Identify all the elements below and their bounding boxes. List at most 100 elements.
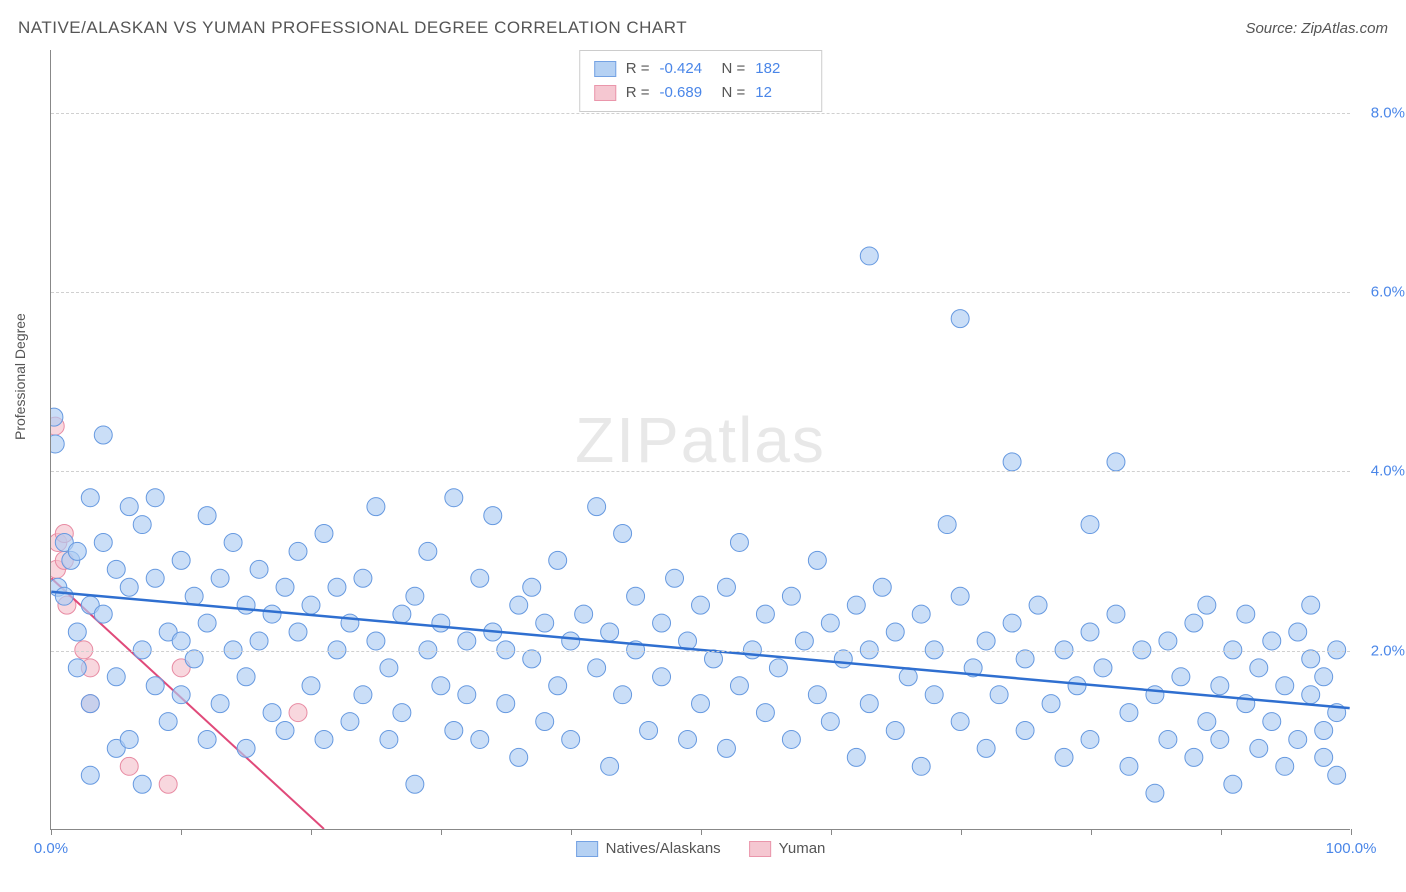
natives-point bbox=[847, 596, 865, 614]
xtick-label-right: 100.0% bbox=[1326, 840, 1377, 857]
natives-point bbox=[172, 632, 190, 650]
natives-point bbox=[120, 730, 138, 748]
natives-point bbox=[263, 605, 281, 623]
natives-point bbox=[886, 722, 904, 740]
natives-point bbox=[1003, 453, 1021, 471]
natives-point bbox=[977, 739, 995, 757]
natives-point bbox=[756, 704, 774, 722]
swatch-natives bbox=[594, 61, 616, 77]
natives-point bbox=[808, 551, 826, 569]
natives-point bbox=[536, 614, 554, 632]
natives-point bbox=[341, 713, 359, 731]
natives-point bbox=[211, 569, 229, 587]
natives-point bbox=[94, 533, 112, 551]
natives-point bbox=[730, 677, 748, 695]
natives-point bbox=[1263, 713, 1281, 731]
natives-point bbox=[458, 632, 476, 650]
r-value-natives: -0.424 bbox=[660, 57, 712, 81]
natives-point bbox=[159, 713, 177, 731]
n-value-yuman: 12 bbox=[755, 81, 807, 105]
natives-point bbox=[81, 695, 99, 713]
n-label-2: N = bbox=[722, 81, 746, 105]
natives-point bbox=[1185, 614, 1203, 632]
legend-item-natives: Natives/Alaskans bbox=[576, 840, 721, 857]
natives-point bbox=[860, 247, 878, 265]
natives-point bbox=[523, 650, 541, 668]
natives-point bbox=[1302, 596, 1320, 614]
natives-point bbox=[1315, 722, 1333, 740]
natives-point bbox=[536, 713, 554, 731]
natives-point bbox=[237, 739, 255, 757]
natives-point bbox=[1211, 730, 1229, 748]
natives-point bbox=[289, 542, 307, 560]
natives-point bbox=[627, 587, 645, 605]
r-label: R = bbox=[626, 57, 650, 81]
natives-point bbox=[445, 722, 463, 740]
plot-area: ZIPatlas R = -0.424 N = 182 R = -0.689 N… bbox=[50, 50, 1350, 830]
natives-point bbox=[302, 596, 320, 614]
natives-point bbox=[562, 632, 580, 650]
natives-point bbox=[1250, 739, 1268, 757]
natives-point bbox=[94, 426, 112, 444]
r-value-yuman: -0.689 bbox=[660, 81, 712, 105]
natives-point bbox=[419, 542, 437, 560]
natives-point bbox=[354, 569, 372, 587]
y-axis-label: Professional Degree bbox=[12, 313, 28, 440]
r-label-2: R = bbox=[626, 81, 650, 105]
natives-point bbox=[1146, 686, 1164, 704]
natives-point bbox=[860, 695, 878, 713]
natives-point bbox=[224, 533, 242, 551]
natives-point bbox=[1068, 677, 1086, 695]
swatch-yuman bbox=[594, 85, 616, 101]
natives-point bbox=[250, 632, 268, 650]
natives-point bbox=[68, 542, 86, 560]
natives-point bbox=[951, 587, 969, 605]
natives-point bbox=[782, 730, 800, 748]
natives-point bbox=[146, 677, 164, 695]
stats-legend: R = -0.424 N = 182 R = -0.689 N = 12 bbox=[579, 50, 823, 112]
natives-point bbox=[172, 551, 190, 569]
natives-point bbox=[1198, 713, 1216, 731]
natives-point bbox=[1016, 722, 1034, 740]
yuman-point bbox=[120, 757, 138, 775]
xtick bbox=[961, 829, 962, 835]
natives-point bbox=[717, 739, 735, 757]
yuman-point bbox=[289, 704, 307, 722]
natives-point bbox=[1185, 748, 1203, 766]
natives-point bbox=[756, 605, 774, 623]
natives-point bbox=[250, 560, 268, 578]
natives-point bbox=[951, 713, 969, 731]
natives-point bbox=[497, 695, 515, 713]
natives-point bbox=[549, 551, 567, 569]
natives-point bbox=[68, 659, 86, 677]
ytick-label: 8.0% bbox=[1371, 104, 1405, 121]
natives-point bbox=[367, 632, 385, 650]
natives-point bbox=[458, 686, 476, 704]
natives-point bbox=[198, 614, 216, 632]
natives-point bbox=[1094, 659, 1112, 677]
natives-point bbox=[380, 730, 398, 748]
natives-point bbox=[393, 605, 411, 623]
natives-point bbox=[276, 578, 294, 596]
natives-point bbox=[354, 686, 372, 704]
natives-point bbox=[146, 489, 164, 507]
natives-point bbox=[471, 730, 489, 748]
natives-point bbox=[692, 695, 710, 713]
natives-point bbox=[653, 614, 671, 632]
natives-point bbox=[821, 713, 839, 731]
natives-point bbox=[990, 686, 1008, 704]
natives-point bbox=[185, 650, 203, 668]
natives-point bbox=[1042, 695, 1060, 713]
natives-point bbox=[782, 587, 800, 605]
natives-point bbox=[393, 704, 411, 722]
natives-point bbox=[510, 596, 528, 614]
natives-point bbox=[912, 757, 930, 775]
legend-label-yuman: Yuman bbox=[779, 840, 826, 857]
xtick bbox=[51, 829, 52, 835]
natives-point bbox=[198, 730, 216, 748]
natives-point bbox=[81, 766, 99, 784]
natives-point bbox=[1120, 704, 1138, 722]
natives-point bbox=[1315, 668, 1333, 686]
natives-point bbox=[367, 498, 385, 516]
natives-point bbox=[640, 722, 658, 740]
